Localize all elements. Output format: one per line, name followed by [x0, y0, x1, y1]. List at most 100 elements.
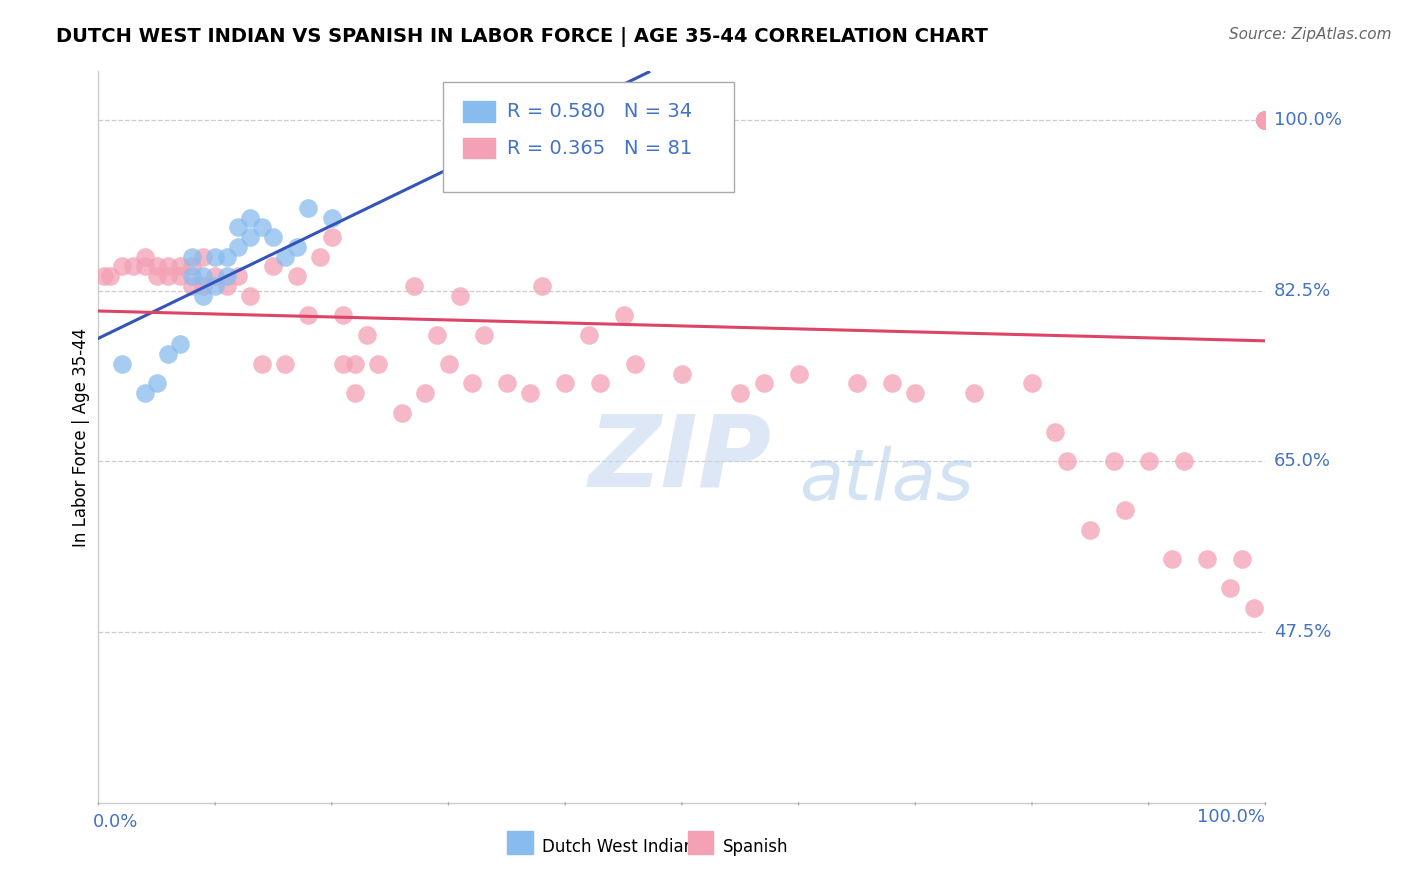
Point	[146, 376, 169, 391]
FancyBboxPatch shape	[443, 82, 734, 192]
Point	[472, 327, 495, 342]
Text: ZIP: ZIP	[589, 410, 772, 508]
Point	[367, 357, 389, 371]
Point	[1254, 113, 1277, 128]
Point	[730, 386, 752, 401]
Point	[228, 220, 250, 235]
Point	[215, 250, 238, 264]
Point	[530, 279, 553, 293]
Point	[1230, 552, 1253, 566]
Point	[1243, 600, 1265, 615]
Point	[1254, 113, 1277, 128]
Point	[239, 230, 262, 244]
Point	[157, 269, 180, 284]
Point	[122, 260, 145, 274]
Point	[111, 260, 134, 274]
Point	[1102, 454, 1125, 468]
Point	[752, 376, 775, 391]
Point	[1161, 552, 1184, 566]
Point	[1021, 376, 1043, 391]
Point	[157, 260, 180, 274]
Point	[262, 260, 284, 274]
Text: 0.0%: 0.0%	[93, 813, 138, 830]
Point	[1219, 581, 1241, 595]
Point	[554, 113, 576, 128]
Text: 65.0%: 65.0%	[1274, 452, 1330, 470]
Point	[134, 250, 156, 264]
Point	[519, 113, 541, 128]
Y-axis label: In Labor Force | Age 35-44: In Labor Force | Age 35-44	[72, 327, 90, 547]
Point	[1114, 503, 1136, 517]
Point	[309, 250, 332, 264]
Point	[787, 367, 810, 381]
Point	[449, 288, 471, 302]
Text: DUTCH WEST INDIAN VS SPANISH IN LABOR FORCE | AGE 35-44 CORRELATION CHART: DUTCH WEST INDIAN VS SPANISH IN LABOR FO…	[56, 27, 988, 46]
Point	[93, 269, 115, 284]
Text: 47.5%: 47.5%	[1274, 624, 1331, 641]
Point	[250, 220, 273, 235]
Point	[332, 308, 354, 322]
Point	[402, 279, 425, 293]
Point	[228, 240, 250, 254]
Point	[519, 386, 541, 401]
Point	[157, 347, 180, 361]
Point	[589, 376, 612, 391]
Text: 82.5%: 82.5%	[1274, 282, 1331, 300]
Point	[1254, 113, 1277, 128]
Point	[321, 230, 343, 244]
Text: R = 0.365   N = 81: R = 0.365 N = 81	[508, 138, 692, 158]
Point	[1080, 523, 1102, 537]
Point	[1254, 113, 1277, 128]
Text: 100.0%: 100.0%	[1198, 807, 1265, 826]
Point	[1254, 113, 1277, 128]
Point	[880, 376, 903, 391]
Point	[297, 308, 319, 322]
Point	[461, 376, 484, 391]
Point	[624, 113, 647, 128]
Text: Source: ZipAtlas.com: Source: ZipAtlas.com	[1229, 27, 1392, 42]
Point	[193, 279, 215, 293]
Point	[1254, 113, 1277, 128]
Point	[215, 279, 238, 293]
Point	[391, 406, 413, 420]
Point	[193, 269, 215, 284]
Point	[134, 260, 156, 274]
Point	[1137, 454, 1160, 468]
Point	[1056, 454, 1078, 468]
Point	[215, 269, 238, 284]
Point	[193, 288, 215, 302]
Point	[180, 260, 202, 274]
Point	[146, 269, 169, 284]
Point	[262, 230, 284, 244]
Point	[1254, 113, 1277, 128]
Text: Dutch West Indians: Dutch West Indians	[541, 838, 703, 855]
Point	[1254, 113, 1277, 128]
Point	[600, 113, 623, 128]
Point	[1254, 113, 1277, 128]
Point	[1254, 113, 1277, 128]
Point	[332, 357, 354, 371]
Point	[344, 357, 367, 371]
Point	[613, 113, 636, 128]
Point	[413, 386, 436, 401]
Text: R = 0.580   N = 34: R = 0.580 N = 34	[508, 102, 692, 121]
Point	[578, 113, 600, 128]
Point	[134, 386, 156, 401]
Point	[613, 308, 636, 322]
Point	[344, 386, 367, 401]
Point	[496, 113, 519, 128]
Point	[496, 376, 519, 391]
Point	[169, 269, 191, 284]
Point	[846, 376, 869, 391]
Point	[671, 367, 693, 381]
Point	[624, 357, 647, 371]
Point	[472, 113, 495, 128]
Point	[204, 269, 226, 284]
Point	[146, 260, 169, 274]
Point	[228, 269, 250, 284]
Point	[274, 250, 297, 264]
Text: atlas: atlas	[799, 447, 973, 516]
Point	[169, 337, 191, 351]
Point	[904, 386, 927, 401]
Point	[204, 279, 226, 293]
